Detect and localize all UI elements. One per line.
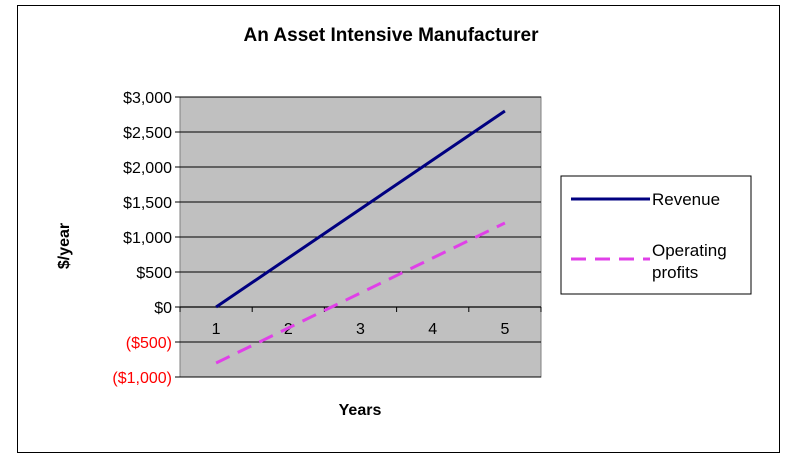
x-tick-label: 3 — [356, 321, 365, 338]
legend-label: Operating profits — [652, 241, 727, 282]
series-lines — [215, 109, 506, 365]
line-chart: An Asset Intensive Manufacturer $3,000 $2… — [56, 25, 752, 419]
series-line-operating-profits — [215, 221, 506, 365]
y-tick-label: ($500) — [126, 335, 172, 352]
chart-title: An Asset Intensive Manufacturer — [244, 25, 540, 46]
y-tick-label: $2,000 — [123, 160, 172, 177]
y-tick-label: $2,500 — [123, 125, 172, 142]
y-tick-label: $1,000 — [123, 230, 172, 247]
y-axis-ticks: $3,000 $2,500 $2,000 $1,500 $1,000 $500 $0 ($50… — [112, 90, 172, 387]
chart-frame: An Asset Intensive Manufacturer $3,000 $2… — [17, 5, 780, 453]
y-tick-label: $1,500 — [123, 195, 172, 212]
y-tick-label: ($1,000) — [112, 370, 172, 387]
y-tick-label: $500 — [136, 265, 172, 282]
x-tick-label: 4 — [428, 321, 437, 338]
y-axis-label: $/year — [56, 223, 73, 269]
x-tick-label: 1 — [212, 321, 221, 338]
legend-entries: Revenue Operating profits — [571, 190, 727, 282]
x-tick-label: 5 — [500, 321, 509, 338]
x-axis-label: Years — [339, 402, 382, 419]
y-tick-label: $3,000 — [123, 90, 172, 107]
legend — [560, 175, 752, 295]
legend-label: Revenue — [652, 190, 720, 209]
y-tick-label: $0 — [154, 300, 172, 317]
grid-lines — [175, 96, 541, 378]
